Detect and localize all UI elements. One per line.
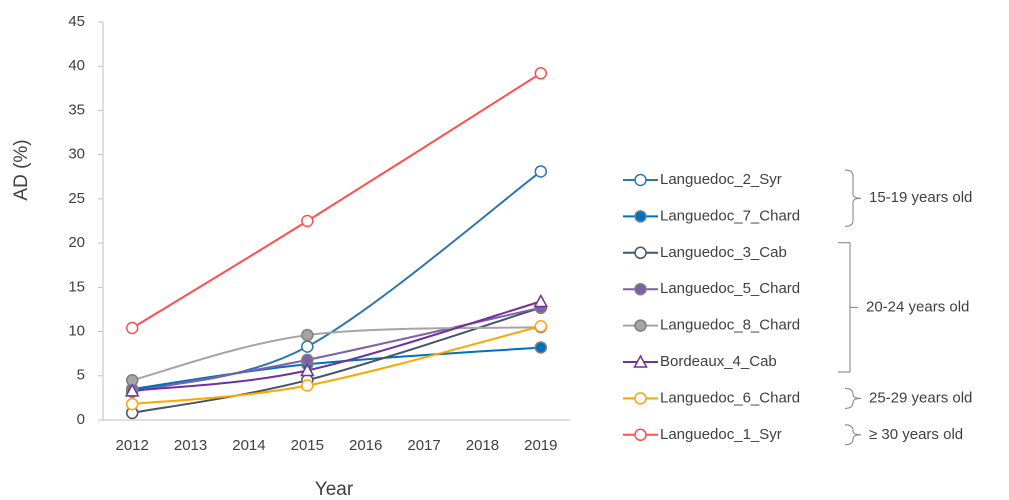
legend-marker [634, 210, 647, 223]
series-line [131, 170, 542, 392]
group-label: ≥ 30 years old [869, 426, 963, 443]
series-line [132, 300, 542, 392]
y-tick-label: 15 [68, 278, 85, 295]
legend-marker [634, 428, 647, 442]
y-tick-label: 40 [68, 57, 85, 74]
legend-marker [634, 246, 647, 260]
group-label: 25-29 years old [869, 389, 972, 406]
y-tick-label: 25 [68, 190, 85, 207]
legend-label: Languedoc_2_Syr [660, 171, 782, 188]
data-point [301, 340, 314, 353]
group-label: 15-19 years old [869, 189, 972, 206]
series-line [132, 306, 542, 414]
data-point [125, 321, 139, 335]
y-axis-title: AD (%) [11, 139, 32, 200]
x-tick-label: 2012 [116, 437, 149, 454]
data-point [300, 362, 315, 377]
legend-label: Languedoc_7_Chard [660, 207, 800, 224]
group-bracket [844, 387, 862, 409]
y-tick-label: 10 [68, 323, 85, 340]
series-line [132, 325, 542, 406]
legend-marker [634, 282, 647, 296]
x-tick-label: 2017 [407, 437, 440, 454]
legend-label: Languedoc_5_Chard [660, 280, 800, 297]
x-tick-label: 2013 [174, 437, 207, 454]
data-point [534, 67, 548, 80]
legend-label: Languedoc_1_Syr [660, 426, 782, 443]
group-label: 20-24 years old [866, 298, 969, 315]
data-point [125, 397, 139, 411]
legend-label: Languedoc_3_Cab [660, 244, 787, 261]
legend-label: Bordeaux_4_Cab [660, 353, 777, 370]
data-point [301, 328, 314, 342]
y-tick-label: 30 [68, 146, 85, 163]
data-point [534, 165, 548, 178]
x-tick-label: 2015 [291, 437, 324, 454]
legend-label: Languedoc_8_Chard [660, 317, 800, 334]
group-bracket [844, 424, 862, 446]
x-axis-title: Year [315, 479, 354, 500]
data-point [533, 293, 549, 308]
x-tick-label: 2019 [524, 437, 557, 454]
y-tick-label: 0 [77, 411, 85, 428]
x-tick-label: 2018 [466, 437, 499, 454]
x-tick-label: 2014 [232, 437, 265, 454]
data-point [534, 341, 548, 354]
legend-marker [633, 354, 648, 368]
legend-marker [634, 319, 647, 332]
y-tick-label: 35 [68, 101, 85, 118]
x-tick-label: 2016 [349, 437, 382, 454]
group-bracket [838, 242, 858, 373]
y-tick-label: 5 [77, 367, 85, 384]
y-tick-label: 20 [68, 234, 85, 251]
legend-label: Languedoc_6_Chard [660, 389, 800, 406]
data-point [301, 379, 314, 392]
data-point [124, 383, 140, 397]
y-tick-label: 45 [68, 13, 85, 30]
group-bracket [844, 169, 862, 227]
legend-marker [634, 173, 647, 187]
legend-marker [634, 392, 647, 405]
data-point [534, 319, 548, 333]
series-line [131, 72, 542, 329]
data-point [301, 214, 314, 228]
